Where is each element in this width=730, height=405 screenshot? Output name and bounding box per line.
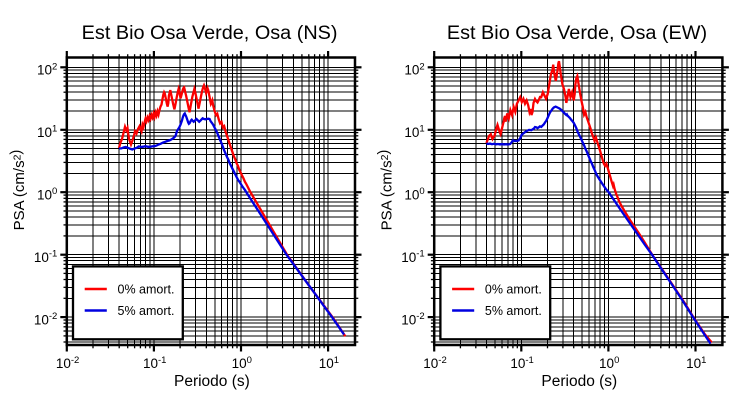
svg-text:Periodo (s): Periodo (s) xyxy=(541,373,617,390)
svg-text:Est Bio Osa Verde, Osa (NS): Est Bio Osa Verde, Osa (NS) xyxy=(82,22,338,44)
svg-text:PSA (cm/s2): PSA (cm/s2) xyxy=(8,150,29,231)
svg-text:5% amort.: 5% amort. xyxy=(118,304,175,318)
svg-text:0% amort.: 0% amort. xyxy=(485,282,542,296)
svg-text:Est Bio Osa Verde, Osa (EW): Est Bio Osa Verde, Osa (EW) xyxy=(447,22,707,44)
svg-text:Periodo (s): Periodo (s) xyxy=(174,373,250,390)
svg-text:5% amort.: 5% amort. xyxy=(485,304,542,318)
svg-text:PSA (cm/s2): PSA (cm/s2) xyxy=(375,150,396,231)
svg-text:0% amort.: 0% amort. xyxy=(118,282,175,296)
